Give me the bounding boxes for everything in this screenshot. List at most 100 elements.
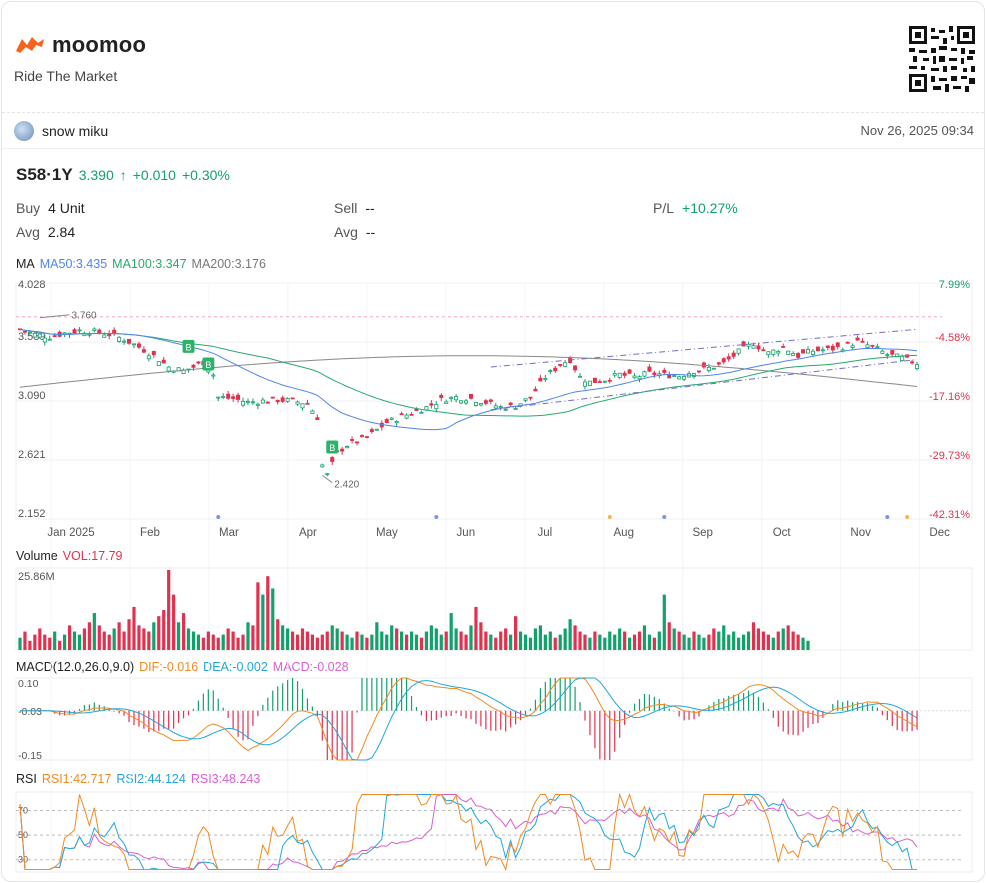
candle-body xyxy=(781,346,786,348)
volume-bar xyxy=(494,637,498,650)
candle-body xyxy=(716,362,721,365)
candle-body xyxy=(102,334,107,338)
month-label: Jul xyxy=(537,527,552,539)
volume-bar xyxy=(266,576,270,650)
pct-axis-label: -29.73% xyxy=(929,450,970,462)
volume-bar xyxy=(53,631,57,650)
candle-body xyxy=(72,329,77,334)
volume-bar xyxy=(528,637,533,650)
volume-bar xyxy=(77,634,82,650)
volume-bar xyxy=(504,628,508,650)
candle-body xyxy=(701,362,706,368)
volume-bar xyxy=(652,637,656,650)
volume-bar xyxy=(781,628,785,650)
candle-body xyxy=(459,400,464,404)
candle-body xyxy=(568,357,573,364)
volume-bar xyxy=(558,634,562,650)
candle-body xyxy=(419,411,424,414)
event-dot xyxy=(607,515,612,519)
low-annotation-label: 2.420 xyxy=(334,479,359,490)
candle-body xyxy=(117,336,122,342)
event-dot xyxy=(662,515,667,519)
volume-bar xyxy=(231,631,235,650)
volume-axis-label: 25.86M xyxy=(18,571,55,583)
candle-body xyxy=(870,344,875,347)
candle-body xyxy=(345,446,350,449)
pl-value: +10.27% xyxy=(682,200,738,216)
candle-body xyxy=(478,403,483,406)
rsi-axis-label: 30 xyxy=(18,855,28,865)
candle-body xyxy=(706,367,711,371)
volume-bar xyxy=(256,582,260,650)
month-label: Apr xyxy=(299,527,317,539)
volume-bar xyxy=(677,631,681,650)
candle-body xyxy=(384,419,389,424)
candle-body xyxy=(905,354,910,358)
volume-bar xyxy=(523,634,528,650)
candle-body xyxy=(582,381,587,387)
bull-logo-icon xyxy=(16,37,44,53)
candle-body xyxy=(508,402,513,406)
candle-body xyxy=(518,403,523,407)
ma50-line xyxy=(19,328,918,431)
candle-body xyxy=(429,403,434,406)
macd-axis-label: 0.10 xyxy=(18,678,39,690)
candle-body xyxy=(92,328,97,331)
rsi3-value: RSI3:48.243 xyxy=(190,772,261,786)
volume-bar xyxy=(246,622,250,650)
candle-body xyxy=(696,370,701,373)
candle-body xyxy=(682,375,687,380)
candle-body xyxy=(22,330,27,333)
candle-body xyxy=(364,436,369,438)
volume-bar xyxy=(756,628,761,650)
header-divider xyxy=(2,112,984,113)
volume-bar xyxy=(38,628,42,650)
rsi1-line xyxy=(19,792,917,872)
candle-body xyxy=(171,370,176,373)
volume-bar xyxy=(43,634,47,650)
candle-body xyxy=(464,400,469,404)
month-label: Feb xyxy=(140,527,160,539)
candle-body xyxy=(141,349,146,353)
rsi-axis-label: 50 xyxy=(18,830,28,840)
candle-body xyxy=(642,371,647,377)
candle-body xyxy=(617,372,622,378)
candle-body xyxy=(409,413,414,416)
volume-bar xyxy=(712,628,716,650)
candle-body xyxy=(330,457,335,462)
pl-row: P/L +10.27% xyxy=(653,200,738,216)
candle-body xyxy=(122,340,127,343)
candle-body xyxy=(657,373,662,376)
volume-bar xyxy=(568,619,572,650)
ma-label: MA xyxy=(16,257,35,271)
volume-bar xyxy=(48,637,52,650)
volume-label: Volume xyxy=(16,549,58,563)
candle-body xyxy=(820,349,825,352)
macd-panel-frame xyxy=(15,677,973,761)
volume-bar xyxy=(409,631,414,650)
volume-bar xyxy=(221,634,225,650)
buy-signal-label: B xyxy=(205,360,211,370)
candle-body xyxy=(454,396,459,401)
pct-axis-label: -42.31% xyxy=(929,509,970,521)
candle-body xyxy=(32,332,37,338)
volume-bar xyxy=(172,594,176,650)
candle-body xyxy=(439,394,444,398)
volume-bar xyxy=(330,625,334,650)
qr-code-icon xyxy=(909,26,975,92)
candle-body xyxy=(721,358,726,363)
volume-bar xyxy=(672,628,676,650)
volume-bar xyxy=(806,640,810,650)
macd-legend: MACD(12.0,26.0,9.0) DIF:-0.016 DEA:-0.00… xyxy=(16,660,349,674)
candle-body xyxy=(176,367,181,372)
volume-bar xyxy=(801,637,805,650)
volume-bar xyxy=(598,634,602,650)
candle-body xyxy=(77,329,82,332)
volume-bar xyxy=(489,634,493,650)
quote-line: S58·1Y 3.390 ↑ +0.010 +0.30% xyxy=(16,165,230,185)
buy-signal-label: B xyxy=(185,342,191,352)
candle-body xyxy=(57,331,62,337)
candle-body xyxy=(231,396,236,399)
candle-body xyxy=(221,396,226,399)
